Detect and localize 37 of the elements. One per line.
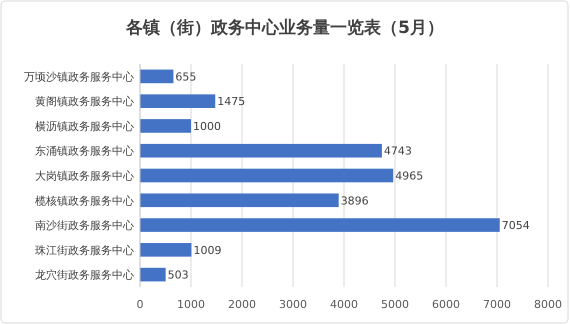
y-tick-label: 南沙街政务服务中心 <box>35 219 134 232</box>
bar <box>140 94 216 108</box>
bar <box>140 193 339 208</box>
x-tick-label: 2000 <box>228 298 256 311</box>
bar <box>140 144 382 158</box>
x-tick-label: 8000 <box>534 298 562 311</box>
data-label: 3896 <box>340 194 369 208</box>
bar <box>140 168 394 182</box>
x-tick-label: 6000 <box>432 298 460 311</box>
y-tick-label: 龙穴街政务服务中心 <box>35 268 134 282</box>
bar <box>140 70 174 84</box>
y-tick-label: 大岗镇政务服务中心 <box>35 170 134 182</box>
bar <box>140 218 500 232</box>
bar <box>140 268 166 282</box>
data-label: 655 <box>175 70 196 84</box>
data-label: 4743 <box>384 144 412 158</box>
y-tick-label: 黄阁镇政务服务中心 <box>35 95 134 108</box>
data-label: 1475 <box>217 95 246 108</box>
data-label: 1009 <box>193 244 222 257</box>
data-label: 1000 <box>193 120 221 133</box>
y-tick-label: 东涌镇政务服务中心 <box>35 144 134 158</box>
data-label: 503 <box>168 268 189 282</box>
chart-title: 各镇（街）政务中心业务量一览表（5月） <box>125 18 444 38</box>
data-label: 4965 <box>395 170 424 182</box>
y-tick-label: 珠江街政务服务中心 <box>35 244 134 257</box>
y-tick-label: 榄核镇政务服务中心 <box>35 194 134 208</box>
x-tick-label: 5000 <box>381 298 409 311</box>
x-tick-label: 1000 <box>177 298 205 311</box>
x-tick-label: 7000 <box>483 298 511 311</box>
x-tick-label: 3000 <box>279 298 307 311</box>
bar <box>140 119 191 133</box>
y-tick-label: 横沥镇政务服务中心 <box>35 120 134 133</box>
data-label: 7054 <box>502 219 530 232</box>
y-tick-label: 万顷沙镇政务服务中心 <box>24 70 134 84</box>
x-tick-label: 0 <box>136 298 144 311</box>
bar <box>140 243 192 257</box>
x-tick-label: 4000 <box>330 298 358 311</box>
